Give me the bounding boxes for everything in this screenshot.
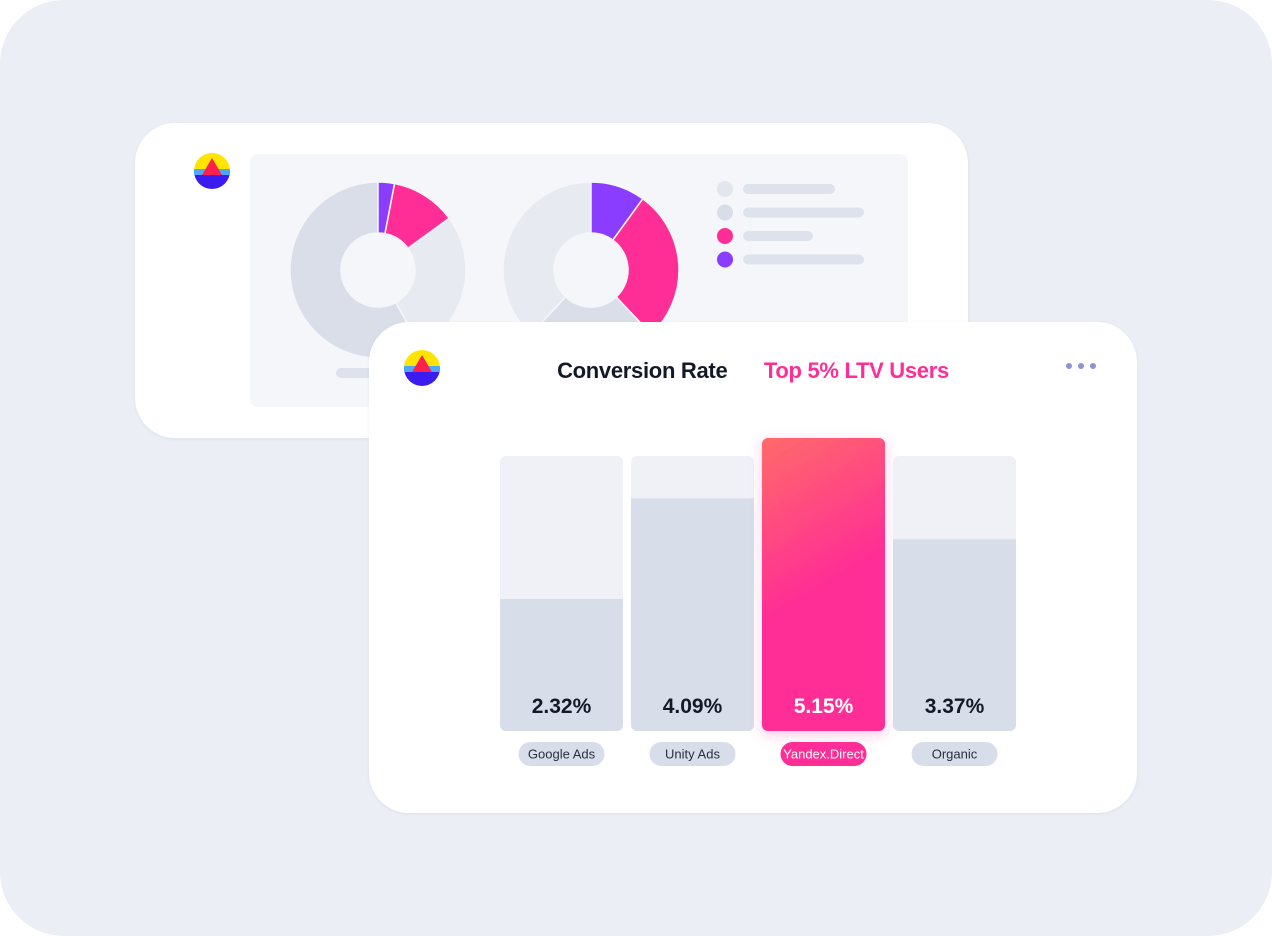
app-logo-icon [194, 153, 230, 189]
category-label: Yandex.Direct [783, 747, 864, 762]
conversion-rate-card: Conversion Rate Top 5% LTV Users 2.32% Go… [369, 322, 1137, 813]
bar-value-label: 2.32% [532, 695, 592, 718]
bar-yandex-direct[interactable] [762, 438, 885, 731]
category-pill[interactable] [780, 742, 867, 766]
legend-placeholder-bar [743, 231, 813, 241]
bar-unity-ads[interactable] [631, 498, 754, 731]
more-options-icon[interactable] [1066, 361, 1096, 371]
bar-value-label: 4.09% [663, 695, 723, 718]
chart-subtitle: Top 5% LTV Users [763, 358, 949, 383]
category-label: Organic [932, 747, 978, 762]
legend-dot [717, 251, 733, 268]
category-pill[interactable] [911, 742, 998, 766]
legend-placeholder-bar [743, 184, 835, 194]
caption-placeholder-bar [336, 368, 376, 378]
legend-dot [717, 181, 733, 197]
bar-value-label: 3.37% [925, 695, 985, 718]
chart-titles: Conversion Rate Top 5% LTV Users [369, 358, 1137, 384]
chart-title: Conversion Rate [557, 358, 728, 383]
bar-value-label: 5.15% [794, 695, 854, 718]
donut-segment [502, 181, 592, 336]
category-pill[interactable] [518, 742, 605, 766]
donut-segment [590, 181, 644, 242]
donut-segment [289, 181, 422, 359]
bar-google-ads[interactable] [500, 599, 623, 731]
app-logo-icon [404, 350, 440, 386]
category-label: Unity Ads [665, 747, 720, 762]
category-label: Google Ads [528, 747, 596, 762]
donut-segment [384, 182, 451, 250]
bar-chart: 2.32% Google Ads 4.09% Unity Ads 5.15% Yandex… [500, 438, 1016, 766]
legend-placeholder-bar [743, 207, 864, 218]
legend-dot [717, 228, 733, 244]
donut-segment [377, 181, 396, 235]
legend-placeholder-bar [743, 254, 864, 265]
category-pill[interactable] [649, 742, 736, 766]
bar-organic[interactable] [893, 539, 1016, 731]
legend-dot [717, 204, 733, 221]
back-dashboard-card [135, 123, 968, 438]
